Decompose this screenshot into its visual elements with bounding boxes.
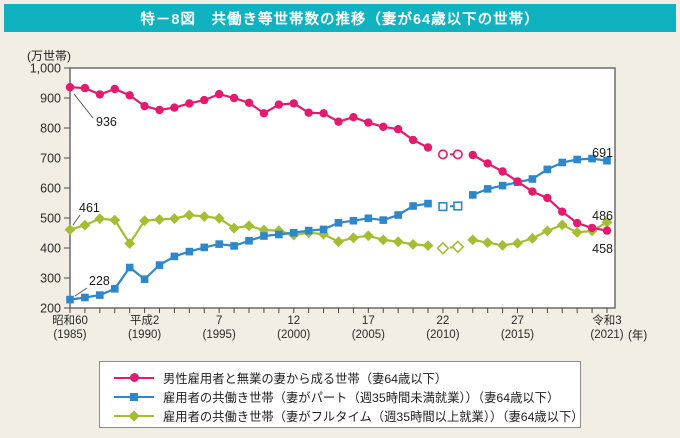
svg-text:486: 486 <box>592 209 613 223</box>
svg-text:1,000: 1,000 <box>30 62 61 76</box>
svg-text:(2021): (2021) <box>590 329 623 341</box>
header-bar: 特－8図 共働き等世帯数の推移（妻が64歳以下の世帯） <box>4 4 676 32</box>
legend-box: 男性雇用者と無業の妻から成る世帯（妻64歳以下） 雇用者の共働き世帯（妻がパート… <box>99 361 584 428</box>
y-axis-unit-label: (万世帯) <box>27 49 71 63</box>
x-axis: 昭和60 (1985) 平成2 (1990) 7 (1995) 12 (2000) 17 (200… <box>52 308 624 341</box>
legend-item-label: 雇用者の共働き世帯（妻がパート（週35時間未満就業））（妻64歳以下） <box>163 390 560 405</box>
legend-item-dual-income-full-time: 雇用者の共働き世帯（妻がフルタイム（週35時間以上就業））（妻64歳以下） <box>114 406 584 425</box>
svg-text:7: 7 <box>216 315 222 327</box>
svg-text:12: 12 <box>287 315 300 327</box>
svg-text:(2005): (2005) <box>352 329 385 341</box>
svg-text:936: 936 <box>96 115 117 129</box>
svg-text:228: 228 <box>89 274 110 288</box>
x-axis-unit-label: (年) <box>628 330 648 342</box>
pink-circle-line-icon <box>114 371 154 385</box>
value-annotations: 936 458 228 691 461 486 <box>72 93 613 297</box>
legend-item-dual-income-part-time: 雇用者の共働き世帯（妻がパート（週35時間未満就業））（妻64歳以下） <box>114 387 580 406</box>
series-full-time <box>64 209 613 255</box>
svg-text:700: 700 <box>40 152 61 166</box>
page-title: 特－8図 共働き等世帯数の推移（妻が64歳以下の世帯） <box>140 11 540 28</box>
svg-text:平成2: 平成2 <box>130 314 159 327</box>
svg-text:(1995): (1995) <box>203 329 236 341</box>
svg-text:600: 600 <box>40 182 61 196</box>
series-single-income <box>65 83 612 235</box>
svg-text:(2010): (2010) <box>426 329 459 341</box>
svg-text:(2000): (2000) <box>277 329 310 341</box>
legend-item-label: 男性雇用者と無業の妻から成る世帯（妻64歳以下） <box>163 371 448 386</box>
svg-text:令和3: 令和3 <box>592 313 621 327</box>
svg-text:(2015): (2015) <box>501 329 534 341</box>
y-axis: 1,000 900 800 700 600 500 400 300 200 <box>30 62 70 316</box>
legend-item-label: 雇用者の共働き世帯（妻がフルタイム（週35時間以上就業））（妻64歳以下） <box>163 409 584 424</box>
svg-text:22: 22 <box>437 315 450 327</box>
svg-text:461: 461 <box>79 201 100 215</box>
svg-text:400: 400 <box>40 242 61 256</box>
svg-text:200: 200 <box>40 302 61 316</box>
svg-text:800: 800 <box>40 122 61 136</box>
olive-diamond-line-icon <box>114 409 154 423</box>
svg-text:500: 500 <box>40 212 61 226</box>
svg-text:458: 458 <box>592 242 613 256</box>
svg-text:691: 691 <box>592 146 613 160</box>
series-part-time <box>66 154 611 304</box>
svg-text:昭和60: 昭和60 <box>52 314 88 327</box>
svg-text:17: 17 <box>362 315 375 327</box>
legend-item-single-income: 男性雇用者と無業の妻から成る世帯（妻64歳以下） <box>114 368 580 387</box>
svg-text:900: 900 <box>40 92 61 106</box>
svg-text:(1990): (1990) <box>128 329 161 341</box>
svg-text:(1985): (1985) <box>53 329 86 341</box>
blue-square-line-icon <box>114 390 154 404</box>
svg-text:27: 27 <box>511 315 524 327</box>
svg-text:300: 300 <box>40 272 61 286</box>
